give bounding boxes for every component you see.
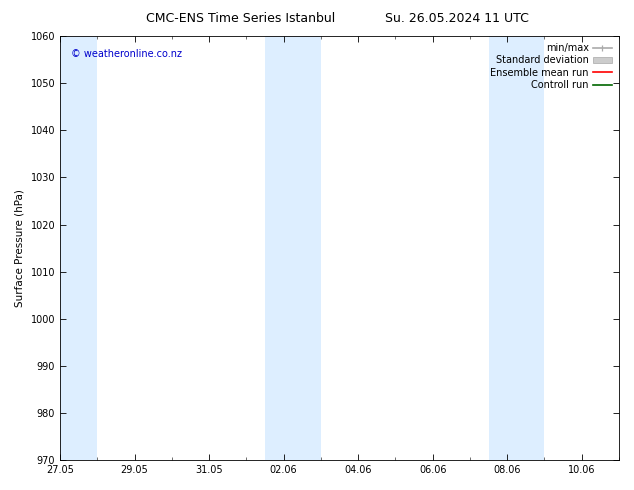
Legend: min/max, Standard deviation, Ensemble mean run, Controll run: min/max, Standard deviation, Ensemble me… [488, 41, 614, 92]
Text: CMC-ENS Time Series Istanbul: CMC-ENS Time Series Istanbul [146, 12, 335, 25]
Text: Su. 26.05.2024 11 UTC: Su. 26.05.2024 11 UTC [385, 12, 528, 25]
Text: © weatheronline.co.nz: © weatheronline.co.nz [71, 49, 182, 59]
Bar [60, 36, 97, 460]
Bar [489, 36, 545, 460]
Y-axis label: Surface Pressure (hPa): Surface Pressure (hPa) [15, 189, 25, 307]
Bar [265, 36, 321, 460]
